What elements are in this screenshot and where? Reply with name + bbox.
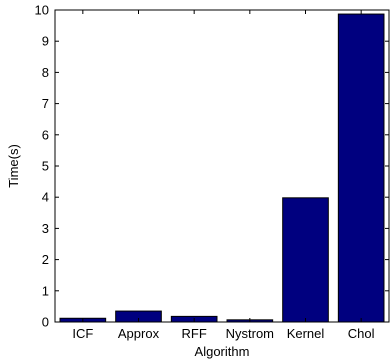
y-tick-label-10: 10: [35, 3, 49, 18]
x-tick-label-kernel: Kernel: [287, 326, 325, 341]
y-tick-label-2: 2: [42, 252, 49, 267]
x-tick-label-nystrom: Nystrom: [226, 326, 274, 341]
y-tick-label-1: 1: [42, 283, 49, 298]
bar-kernel: [282, 197, 329, 323]
x-axis-label: Algorithm: [195, 344, 250, 359]
y-axis-label: Time(s): [6, 144, 21, 188]
x-tick-label-approx: Approx: [118, 326, 160, 341]
y-tick-label-3: 3: [42, 221, 49, 236]
y-tick-label-5: 5: [42, 159, 49, 174]
x-tick-label-rff: RFF: [182, 326, 207, 341]
y-tick-label-4: 4: [42, 190, 49, 205]
x-tick-label-icf: ICF: [72, 326, 93, 341]
bars-layer: [59, 13, 385, 323]
y-tick-label-6: 6: [42, 127, 49, 142]
y-tick-label-8: 8: [42, 65, 49, 80]
y-tick-label-7: 7: [42, 96, 49, 111]
x-tick-label-chol: Chol: [348, 326, 375, 341]
ticks-layer: ICF Approx RFF Nystrom Kernel Chol 0 1 2 3 4 5 6 7 8 9 1…: [35, 3, 389, 341]
bar-chol: [337, 13, 385, 323]
y-tick-label-0: 0: [42, 315, 49, 330]
y-tick-label-9: 9: [42, 34, 49, 49]
